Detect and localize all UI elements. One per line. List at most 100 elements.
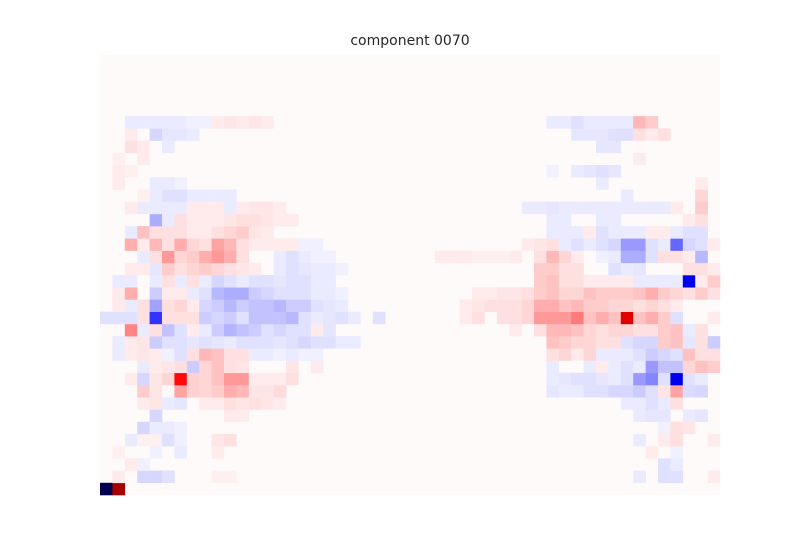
heatmap-cell: [174, 433, 188, 447]
heatmap-cell: [620, 360, 634, 374]
heatmap-cell: [633, 336, 646, 349]
heatmap-cell: [211, 433, 225, 447]
heatmap-cell: [658, 470, 671, 484]
heatmap-cell: [596, 213, 609, 227]
heatmap-cell: [137, 116, 150, 129]
heatmap-cell: [174, 385, 188, 398]
heatmap-cell: [695, 226, 708, 239]
heatmap-cell: [645, 385, 659, 398]
heatmap-cell: [472, 311, 485, 325]
heatmap-cell: [261, 201, 274, 215]
heatmap-cell: [695, 250, 708, 264]
heatmap-cell: [707, 336, 721, 349]
heatmap-cell: [137, 201, 150, 215]
heatmap-cell: [112, 152, 126, 166]
heatmap-cell: [323, 275, 336, 288]
heatmap-cell: [571, 372, 584, 386]
heatmap-cell: [645, 275, 659, 288]
heatmap-cell: [658, 250, 671, 264]
heatmap-cell: [186, 311, 200, 325]
heatmap-cell: [658, 287, 671, 300]
heatmap-cell: [211, 372, 225, 386]
heatmap-cell: [174, 250, 188, 264]
heatmap-cell: [310, 287, 324, 300]
heatmap-cell: [174, 299, 188, 312]
heatmap-cell: [261, 397, 274, 410]
heatmap-cell: [162, 177, 175, 190]
heatmap-cell: [682, 421, 696, 435]
heatmap-cell: [224, 409, 237, 422]
heatmap-cell: [571, 311, 584, 325]
heatmap-cell: [286, 336, 299, 349]
heatmap-cell: [695, 213, 708, 227]
heatmap-cell: [571, 323, 584, 337]
heatmap-cell: [608, 128, 622, 141]
heatmap-cell: [583, 348, 597, 361]
heatmap-cell: [633, 116, 646, 129]
heatmap-cell: [670, 385, 684, 398]
heatmap-cell: [224, 348, 237, 361]
heatmap-cell: [583, 336, 597, 349]
heatmap-cell: [633, 397, 646, 410]
heatmap-cell: [186, 275, 200, 288]
heatmap-cell: [261, 323, 274, 337]
heatmap-cell: [633, 360, 646, 374]
heatmap-cell: [211, 385, 225, 398]
heatmap-cell: [248, 299, 262, 312]
heatmap-cell: [571, 287, 584, 300]
heatmap-cell: [695, 372, 708, 386]
heatmap-cell: [273, 311, 287, 325]
heatmap-cell: [633, 250, 646, 264]
heatmap-cell: [670, 421, 684, 435]
heatmap-cell: [335, 287, 349, 300]
heatmap-cell: [695, 323, 708, 337]
heatmap-cell: [286, 238, 299, 251]
heatmap-cell: [199, 311, 212, 325]
heatmap-cell: [112, 336, 126, 349]
heatmap-cell: [546, 287, 560, 300]
heatmap-cell: [286, 213, 299, 227]
heatmap-cell: [186, 213, 200, 227]
heatmap-cell: [608, 372, 622, 386]
heatmap-cell: [286, 287, 299, 300]
heatmap-cell: [236, 287, 250, 300]
heatmap-cell: [162, 372, 175, 386]
heatmap-cell: [162, 226, 175, 239]
heatmap-cell: [682, 323, 696, 337]
heatmap-cell: [149, 421, 163, 435]
heatmap-cell: [286, 275, 299, 288]
heatmap-cell: [496, 299, 510, 312]
heatmap-cell: [596, 128, 609, 141]
heatmap-cell: [186, 116, 200, 129]
heatmap-cell: [583, 360, 597, 374]
heatmap-cell: [273, 213, 287, 227]
heatmap-cell: [620, 336, 634, 349]
heatmap-cell: [521, 201, 535, 215]
heatmap-cell: [323, 262, 336, 276]
heatmap-cell: [174, 397, 188, 410]
heatmap-cell: [558, 238, 572, 251]
heatmap-cell: [112, 311, 126, 325]
heatmap-cell: [658, 421, 671, 435]
heatmap-cell: [596, 140, 609, 154]
heatmap-cell: [558, 323, 572, 337]
heatmap-cell: [571, 336, 584, 349]
heatmap-cell: [162, 262, 175, 276]
heatmap-cell: [137, 348, 150, 361]
heatmap-cell: [199, 299, 212, 312]
heatmap-cell: [521, 299, 535, 312]
heatmap-cell: [633, 385, 646, 398]
heatmap-cell: [236, 336, 250, 349]
heatmap-cell: [670, 470, 684, 484]
heatmap-cell: [273, 372, 287, 386]
heatmap-cell: [596, 201, 609, 215]
heatmap-cell: [162, 213, 175, 227]
heatmap-cell: [162, 116, 175, 129]
heatmap-cell: [310, 299, 324, 312]
heatmap-cell: [261, 372, 274, 386]
heatmap-cell: [149, 116, 163, 129]
heatmap-cell: [670, 446, 684, 459]
heatmap-cell: [608, 116, 622, 129]
heatmap-cell: [224, 287, 237, 300]
heatmap-cell: [124, 165, 138, 178]
